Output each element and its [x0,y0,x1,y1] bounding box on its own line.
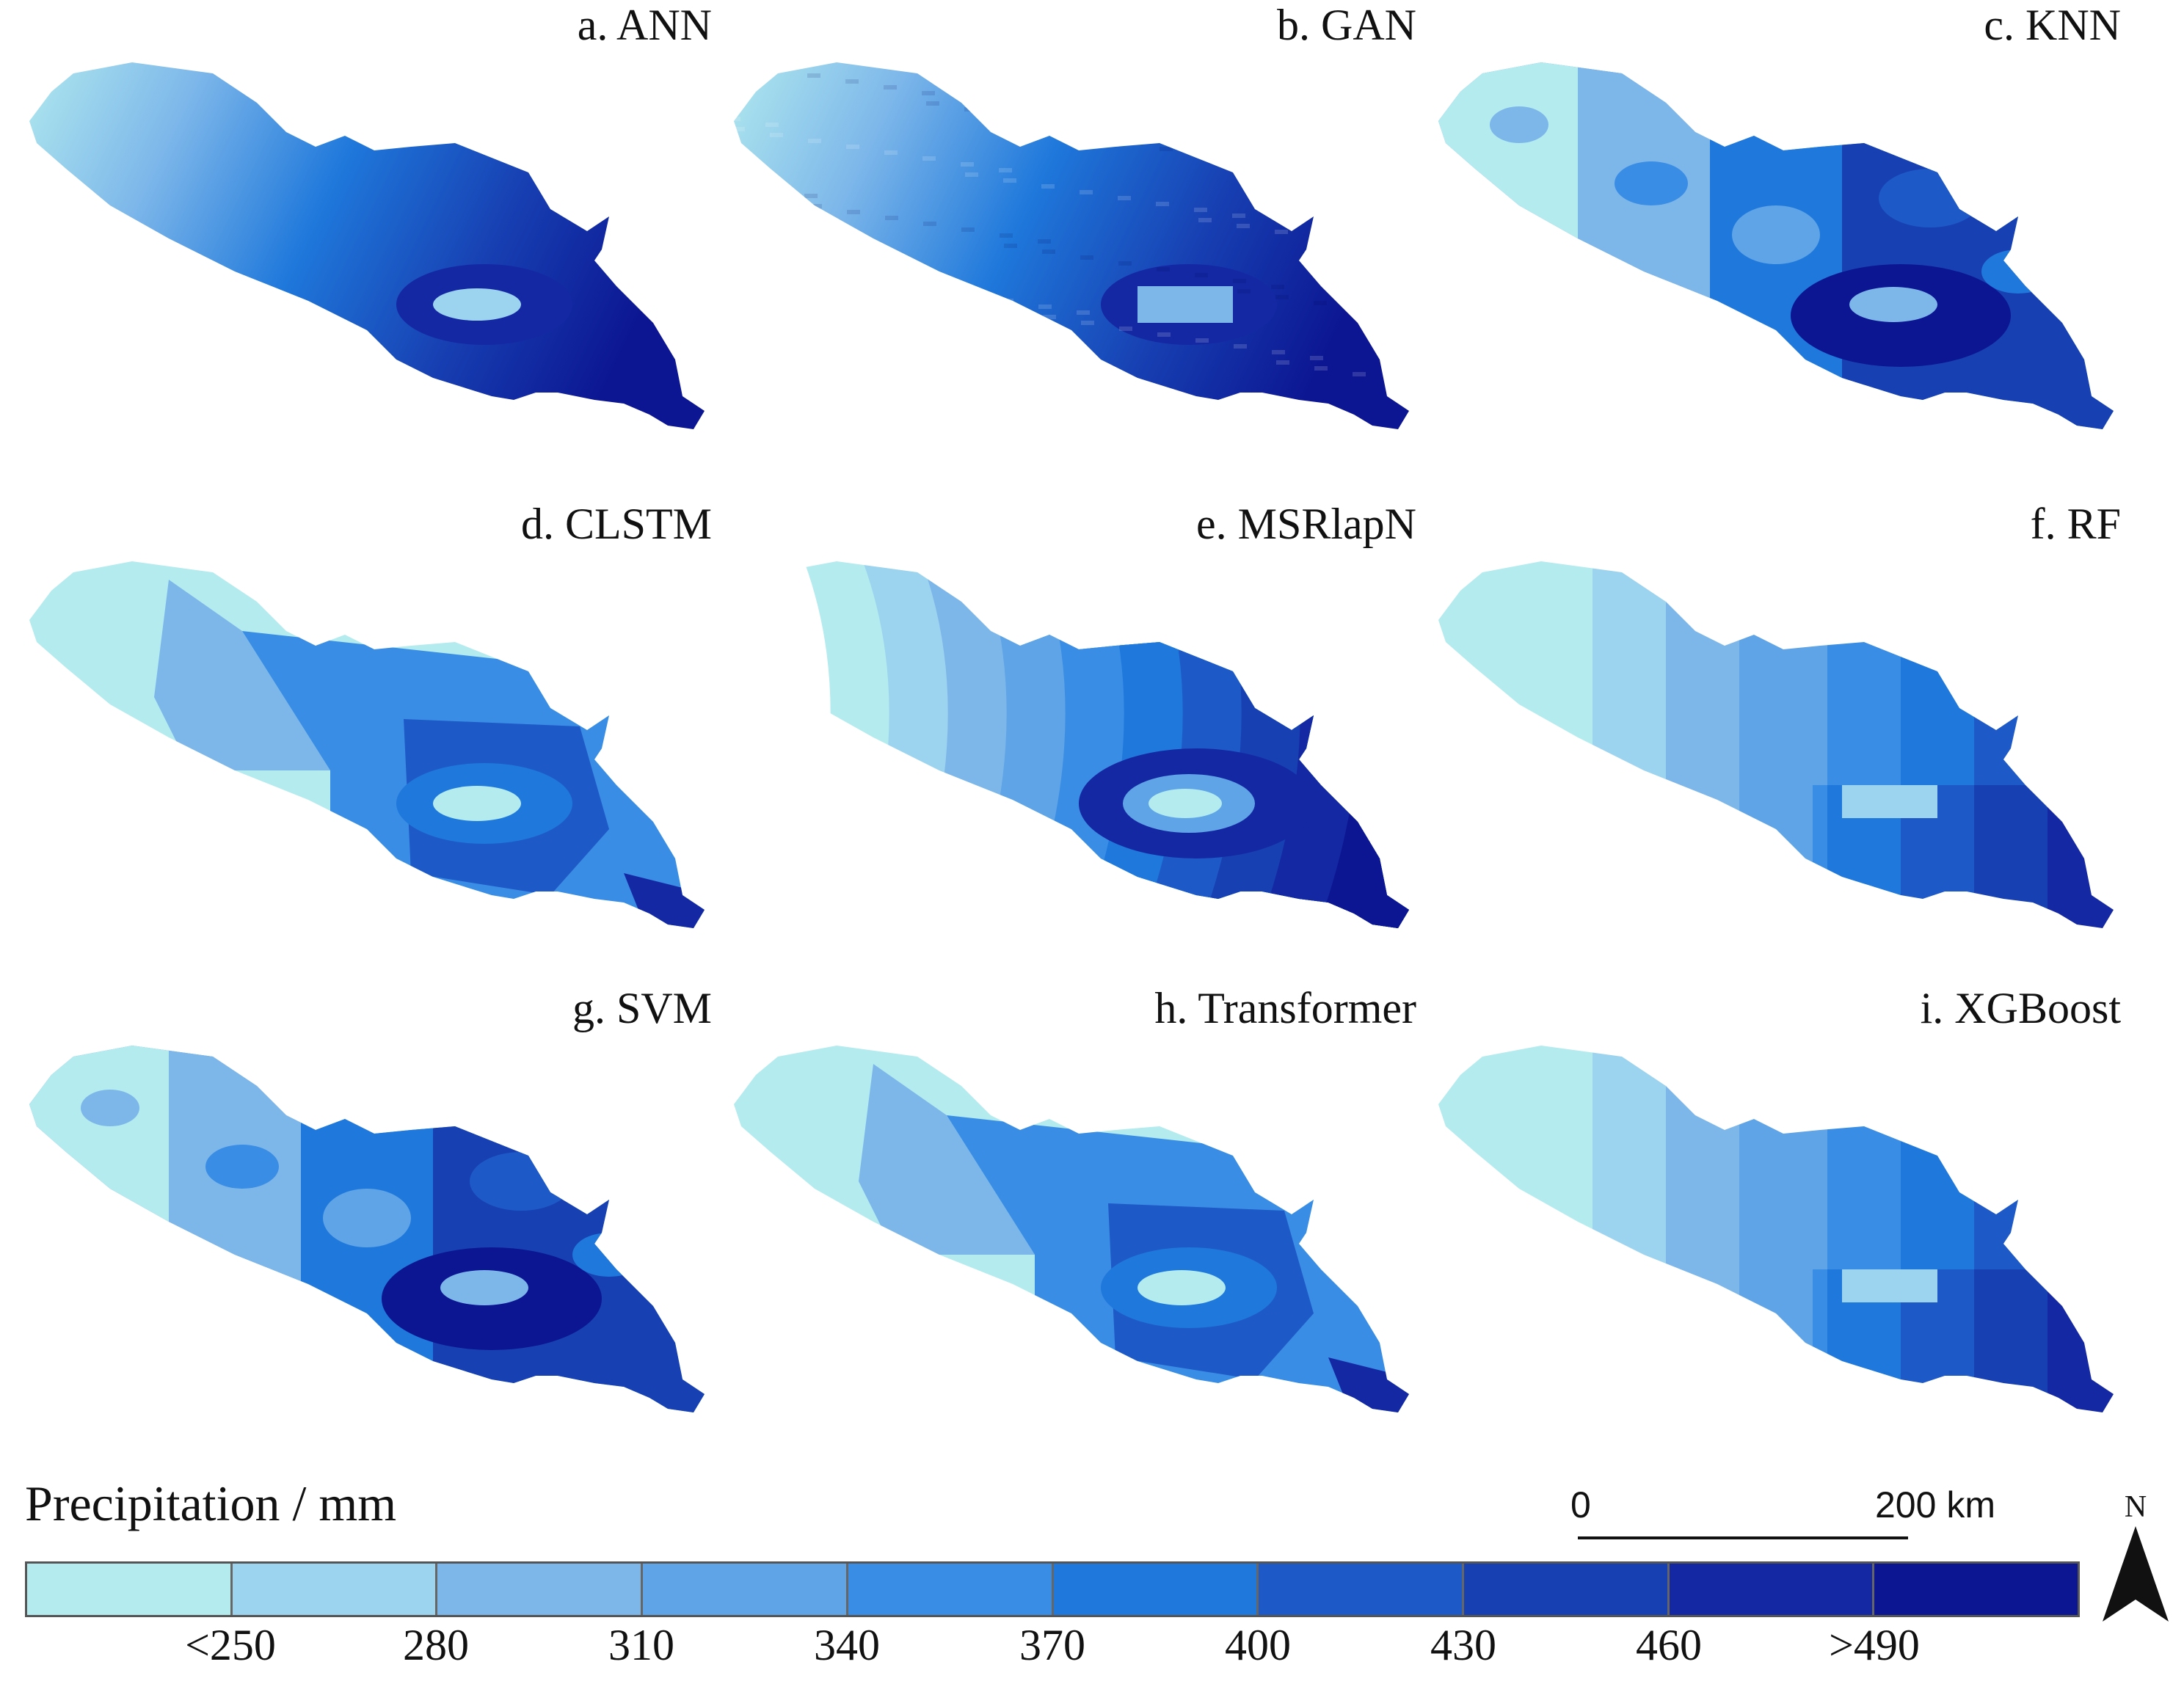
colorbar-cell [27,1564,233,1615]
map-panel: b. GAN [727,0,1416,477]
map-panel: a. ANN [22,0,712,477]
north-arrow-icon [2103,1526,2169,1622]
colorbar-tick-label: 310 [608,1621,674,1669]
basin-map [1438,561,2114,928]
colorbar-cell [232,1564,438,1615]
map-panel: h. Transformer [727,983,1416,1460]
map-panel: c. KNN [1431,0,2121,477]
basin-map [29,62,705,429]
panel-title: h. Transformer [1154,984,1416,1032]
basin-map [734,1046,1409,1412]
colorbar-tick-label: <250 [185,1621,276,1669]
map-panel: g. SVM [22,983,712,1460]
panel-title: e. MSRlapN [1196,500,1416,548]
colorbar-cell [643,1564,848,1615]
scale-end-label: 200 km [1875,1484,1995,1525]
basin-map [1438,62,2114,429]
north-arrow: N [2099,1489,2172,1625]
colorbar [25,1561,2080,1617]
map-panel: i. XGBoost [1431,983,2121,1460]
colorbar-tick-label: 460 [1636,1621,1702,1669]
colorbar-cell [1669,1564,1875,1615]
map-panel: f. RF [1431,499,2121,976]
panel-title: d. CLSTM [520,500,712,548]
basin-map [1438,1046,2114,1412]
colorbar-tick-label: 280 [403,1621,469,1669]
colorbar-tick-label: >490 [1829,1621,1920,1669]
panel-title: c. KNN [1984,1,2121,49]
north-label: N [2124,1490,2147,1524]
colorbar-tick-label: 340 [814,1621,880,1669]
panel-title: g. SVM [572,984,712,1032]
colorbar-tick-label: 430 [1430,1621,1496,1669]
basin-map [771,561,1409,928]
map-panel: d. CLSTM [22,499,712,976]
basin-map [29,1046,705,1412]
colorbar-cell [1053,1564,1259,1615]
panel-title: b. GAN [1277,1,1416,49]
panel-title: a. ANN [577,1,712,49]
legend-title: Precipitation / mm [25,1476,397,1531]
scale-start-label: 0 [1570,1484,1591,1525]
map-panel: e. MSRlapN [727,499,1416,976]
colorbar-cell [1874,1564,2078,1615]
colorbar-cell [437,1564,644,1615]
colorbar-tick-label: 400 [1225,1621,1291,1669]
panel-title: i. XGBoost [1920,984,2121,1032]
basin-map [734,62,1409,429]
colorbar-cell [1259,1564,1464,1615]
colorbar-cell [1463,1564,1670,1615]
panel-title: f. RF [2030,500,2121,548]
colorbar-tick-label: 370 [1019,1621,1085,1669]
scale-bar [1578,1536,1908,1539]
basin-map [29,561,705,928]
colorbar-cell [848,1564,1054,1615]
